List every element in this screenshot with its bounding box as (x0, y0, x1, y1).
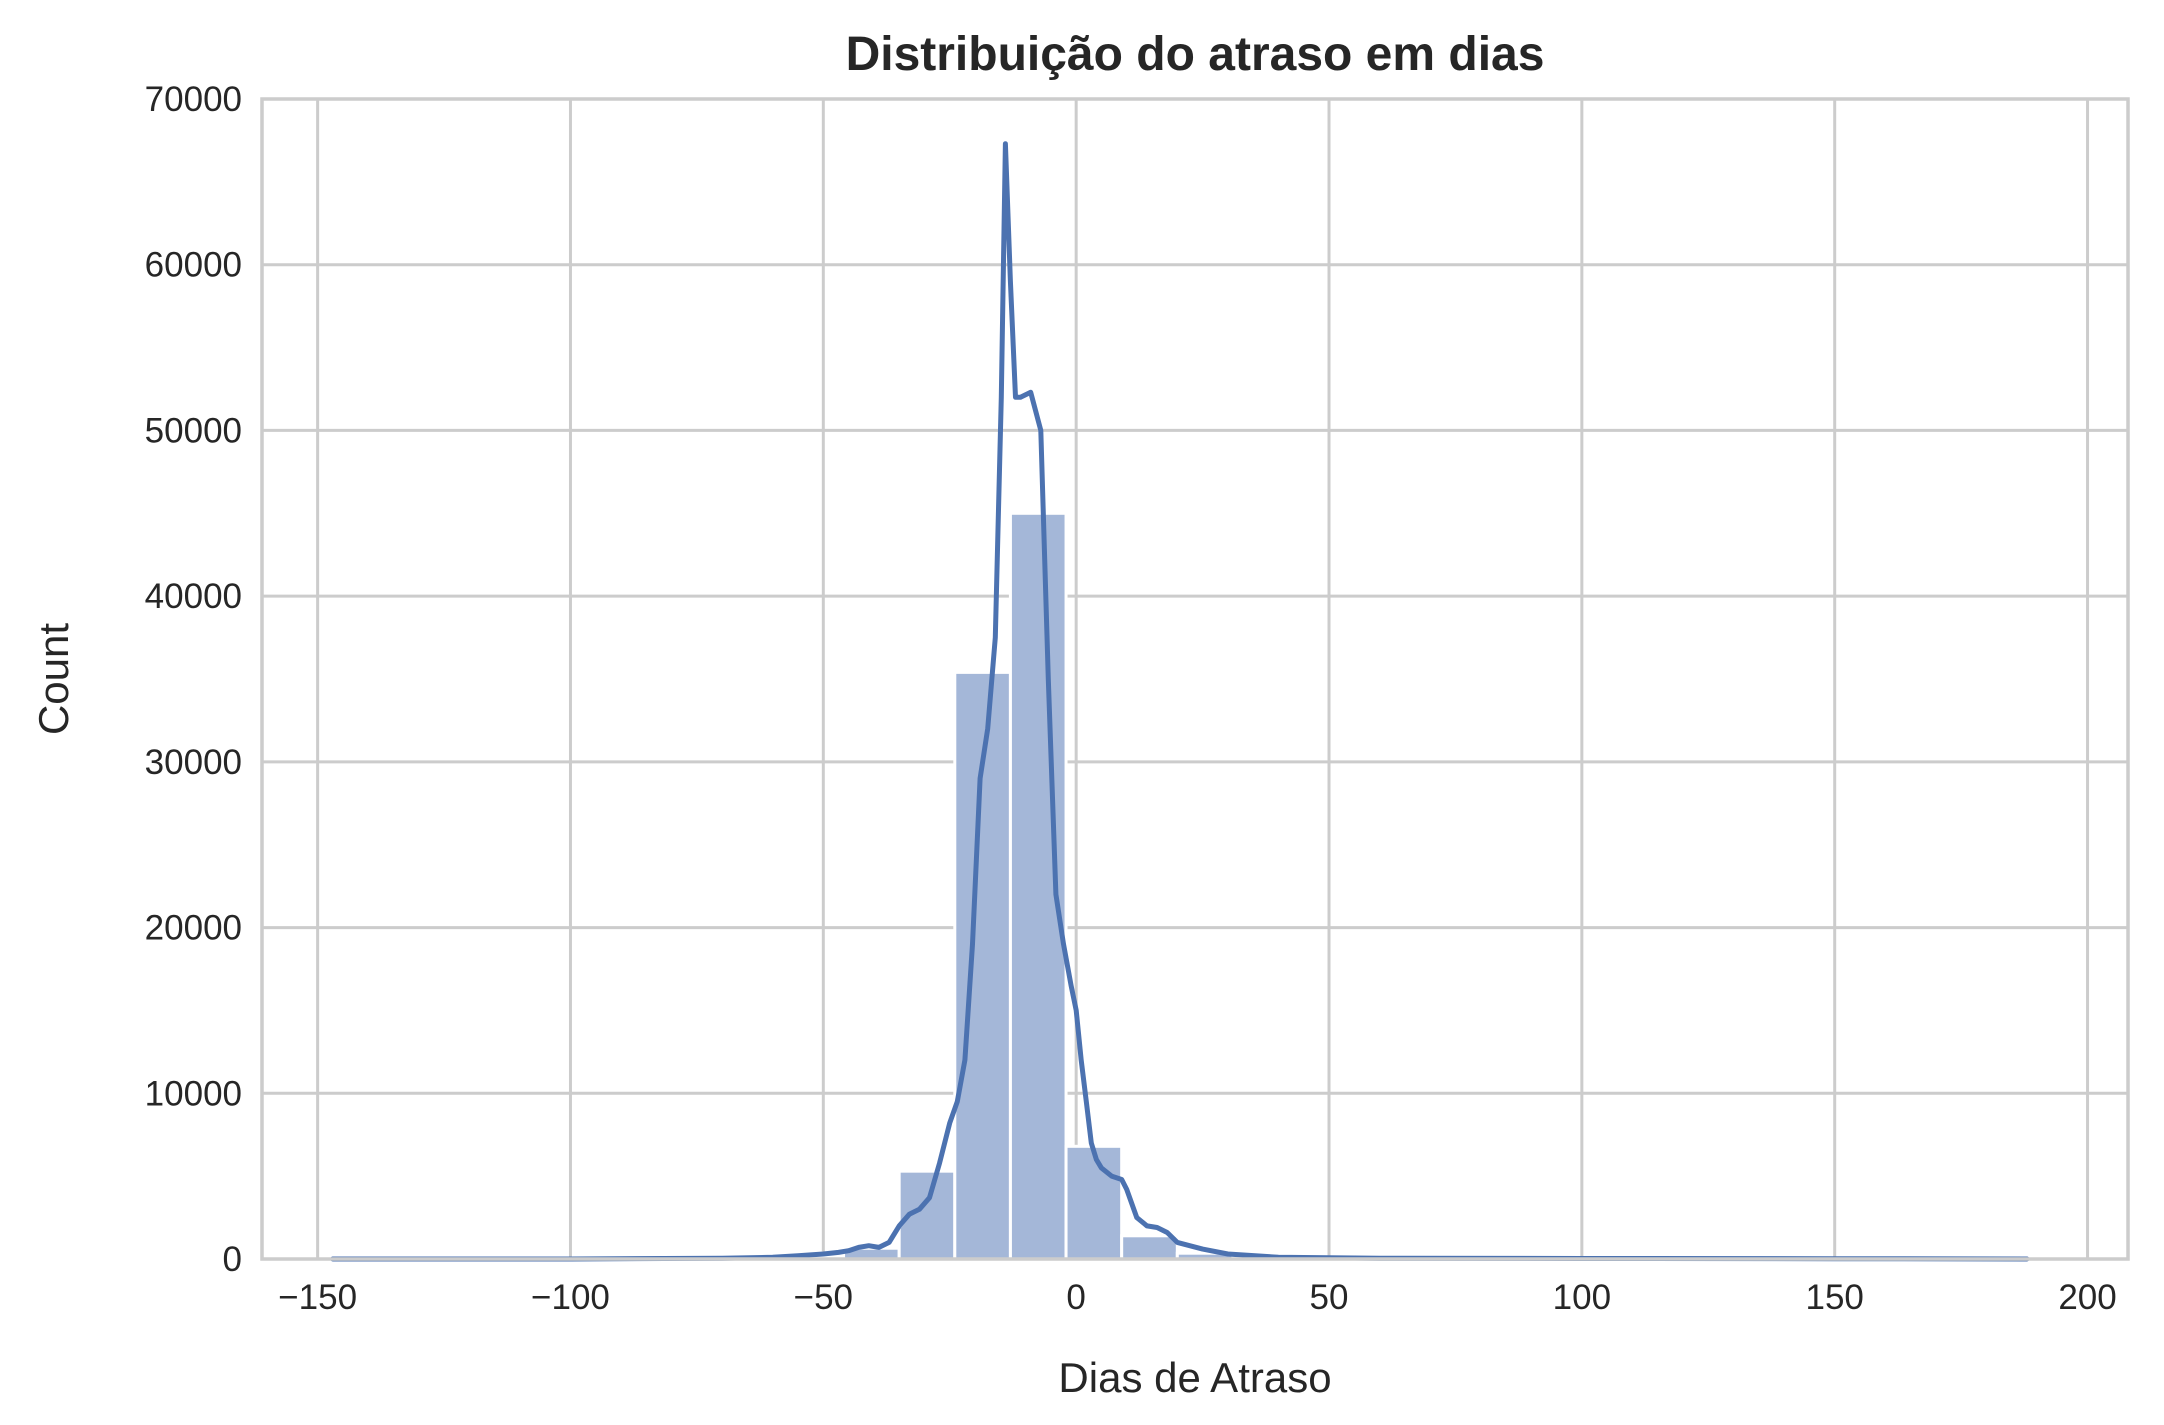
y-tick-label: 30000 (145, 743, 242, 782)
chart-title: Distribuição do atraso em dias (846, 28, 1545, 81)
plot-frame (260, 97, 2130, 1261)
x-tick-label: 100 (1553, 1278, 1611, 1317)
histogram-bar (1064, 1144, 1124, 1261)
y-tick-labels: 0 10000 20000 30000 40000 50000 60000 70000 (145, 80, 242, 1279)
y-tick-label: 70000 (145, 80, 242, 119)
y-tick-label: 20000 (145, 909, 242, 948)
x-tick-label: 200 (2058, 1278, 2116, 1317)
x-axis-label: Dias de Atraso (1058, 1354, 1331, 1401)
y-tick-label: 10000 (145, 1074, 242, 1113)
x-tick-label: −150 (278, 1278, 357, 1317)
kde-curve (330, 141, 2030, 1262)
y-tick-label: 0 (223, 1240, 242, 1279)
x-tick-labels: −150 −100 −50 0 50 100 150 200 (278, 1278, 2117, 1317)
y-tick-label: 60000 (145, 246, 242, 285)
y-axis-label: Count (30, 623, 77, 735)
histogram-bars (730, 511, 2029, 1261)
histogram-bar (1120, 1234, 1179, 1261)
y-tick-label: 40000 (145, 577, 242, 616)
x-tick-label: 150 (1805, 1278, 1863, 1317)
x-tick-label: 0 (1066, 1278, 1085, 1317)
x-tick-label: −100 (531, 1278, 610, 1317)
x-tick-label: 50 (1310, 1278, 1349, 1317)
x-tick-label: −50 (794, 1278, 853, 1317)
grid (262, 97, 2128, 1261)
y-tick-label: 50000 (145, 411, 242, 450)
